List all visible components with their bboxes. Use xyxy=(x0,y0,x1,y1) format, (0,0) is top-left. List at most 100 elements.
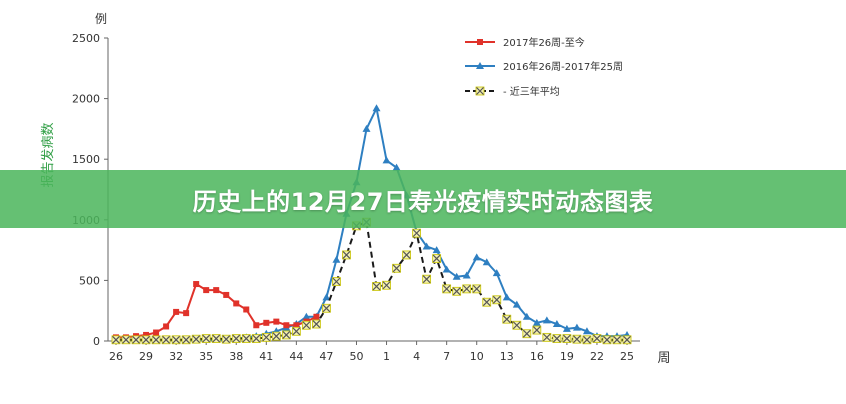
data-point xyxy=(477,39,483,45)
data-point-cross xyxy=(312,320,321,328)
series-line xyxy=(116,220,628,341)
data-point-cross xyxy=(182,335,191,344)
data-point xyxy=(253,322,260,329)
data-point-cross xyxy=(212,334,221,343)
legend-item-2: - 近三年平均 xyxy=(465,85,560,98)
x-tick-label: 32 xyxy=(169,350,183,363)
x-tick-label: 50 xyxy=(349,350,363,363)
x-tick-label: 16 xyxy=(530,350,544,363)
title-banner: 历史上的12月27日寿光疫情实时动态图表 xyxy=(0,170,846,228)
x-tick-label: 35 xyxy=(199,350,213,363)
data-point xyxy=(332,255,341,263)
data-point xyxy=(502,293,511,301)
data-point-cross xyxy=(222,335,231,344)
data-point xyxy=(532,318,541,326)
legend: 2017年26周-至今 2016年26周-2017年25周 - 近三年平均 xyxy=(465,36,623,98)
data-point-cross xyxy=(152,335,161,344)
data-point xyxy=(392,163,401,171)
data-point-cross xyxy=(412,229,421,238)
data-point-cross xyxy=(562,334,571,343)
data-point-cross xyxy=(282,331,291,339)
data-point-cross xyxy=(112,335,120,344)
data-point xyxy=(492,269,501,277)
data-point-cross xyxy=(532,326,541,335)
data-point-cross xyxy=(382,281,391,290)
data-point xyxy=(302,312,311,320)
data-point xyxy=(293,322,300,329)
data-point xyxy=(322,293,331,301)
data-point xyxy=(472,253,481,261)
data-point xyxy=(153,329,160,336)
data-point-cross xyxy=(583,335,591,344)
x-tick-label: 38 xyxy=(229,350,243,363)
data-point-cross xyxy=(232,334,241,343)
y-tick-label: 2500 xyxy=(72,32,100,45)
x-tick-label: 13 xyxy=(500,350,514,363)
data-point xyxy=(143,331,150,338)
x-tick-label: 1 xyxy=(383,350,390,363)
legend-label: 2017年26周-至今 xyxy=(503,36,585,49)
data-point-cross xyxy=(302,321,311,330)
data-point-cross xyxy=(512,321,521,330)
data-point xyxy=(313,313,320,320)
data-point-cross xyxy=(402,251,411,259)
data-point xyxy=(512,300,521,308)
y-tick-label: 500 xyxy=(79,274,100,287)
data-point-cross xyxy=(462,284,471,293)
legend-label: 2016年26周-2017年25周 xyxy=(503,60,623,73)
data-point xyxy=(203,287,210,294)
data-point-cross xyxy=(292,327,301,336)
data-point-cross xyxy=(422,275,431,284)
x-tick-label: 47 xyxy=(319,350,333,363)
data-point-cross xyxy=(332,277,341,286)
data-point xyxy=(482,258,491,266)
data-point-cross xyxy=(142,335,150,344)
data-point xyxy=(582,327,591,335)
data-point-cross xyxy=(192,335,201,344)
data-point-cross xyxy=(162,335,171,344)
data-point-cross xyxy=(613,335,621,344)
x-tick-label: 44 xyxy=(289,350,303,363)
x-tick-label: 10 xyxy=(470,350,484,363)
x-tick-label: 26 xyxy=(109,350,123,363)
data-point-cross xyxy=(252,334,261,343)
data-point-cross xyxy=(442,284,451,293)
data-point xyxy=(572,323,581,331)
data-point-cross xyxy=(342,251,351,259)
y-tick-label: 0 xyxy=(93,335,100,348)
data-point-cross xyxy=(542,333,551,342)
x-tick-label: 25 xyxy=(620,350,634,363)
data-point-cross xyxy=(572,335,581,344)
y-tick-label: 2000 xyxy=(72,93,100,106)
data-point-cross xyxy=(603,335,611,344)
data-point xyxy=(522,312,531,320)
data-point-cross xyxy=(392,264,401,273)
data-point xyxy=(273,318,280,325)
data-point xyxy=(542,316,551,324)
data-point xyxy=(372,104,381,112)
x-tick-label: 22 xyxy=(590,350,604,363)
data-point-cross xyxy=(502,315,511,324)
legend-label: - 近三年平均 xyxy=(503,85,560,98)
data-point xyxy=(362,124,371,132)
data-point xyxy=(213,287,220,294)
data-point xyxy=(233,300,240,307)
data-point xyxy=(173,308,180,315)
data-point xyxy=(193,281,200,288)
axes-layer: 0500100015002000250026293235384144475014… xyxy=(72,32,640,363)
legend-item-0: 2017年26周-至今 xyxy=(465,36,585,49)
data-point xyxy=(452,272,461,280)
data-point-cross xyxy=(492,295,501,304)
data-point xyxy=(243,306,250,313)
x-unit-label: 周 xyxy=(657,351,670,366)
data-point-cross xyxy=(242,334,251,343)
data-point-cross xyxy=(623,335,631,344)
legend-item-1: 2016年26周-2017年25周 xyxy=(465,60,623,73)
data-point-cross xyxy=(262,333,271,342)
x-tick-label: 7 xyxy=(443,350,450,363)
data-point xyxy=(223,291,230,298)
x-tick-label: 29 xyxy=(139,350,153,363)
data-point-cross xyxy=(132,335,140,344)
data-point-cross xyxy=(202,334,211,343)
data-point-cross xyxy=(172,335,181,344)
